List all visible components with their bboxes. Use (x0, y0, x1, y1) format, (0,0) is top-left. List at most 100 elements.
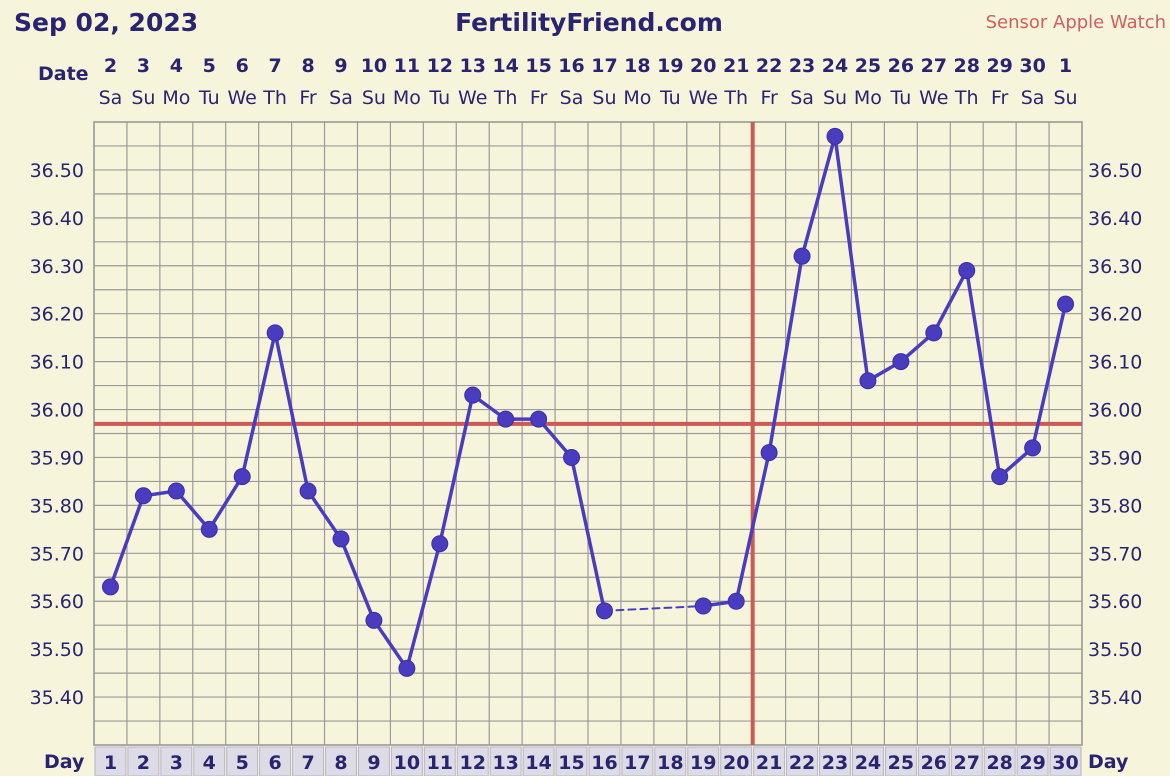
series-gap-segment (603, 605, 705, 612)
data-point (892, 353, 910, 371)
day-cell (390, 746, 423, 776)
date-label: 25 (855, 55, 881, 77)
weekday-label: Su (131, 87, 155, 109)
day-label: 30 (1052, 752, 1078, 774)
day-label: 3 (170, 752, 183, 774)
date-label: 27 (921, 55, 947, 77)
date-label: 28 (954, 55, 980, 77)
data-point (760, 444, 778, 462)
data-point (266, 324, 284, 342)
date-label: 16 (558, 55, 584, 77)
weekday-label: Sa (329, 87, 353, 109)
day-row-label-right: Day (1088, 751, 1129, 773)
day-label: 25 (888, 752, 914, 774)
y-tick-label-right: 35.60 (1088, 591, 1142, 613)
data-point (464, 386, 482, 404)
day-cell (94, 746, 127, 776)
day-label: 24 (855, 752, 881, 774)
date-label: 4 (170, 55, 183, 77)
day-cell (1016, 746, 1049, 776)
series-segment (1030, 302, 1068, 450)
weekday-label: Fr (760, 87, 778, 109)
day-label: 13 (492, 752, 518, 774)
day-label: 20 (723, 752, 749, 774)
site-name: FertilityFriend.com (455, 8, 723, 37)
y-tick-label-left: 35.80 (30, 495, 84, 517)
weekday-label: Sa (560, 87, 584, 109)
data-point (101, 578, 119, 596)
data-point (134, 487, 152, 505)
weekday-label: Th (493, 87, 518, 109)
date-label: 3 (137, 55, 150, 77)
weekday-label: Sa (99, 87, 123, 109)
y-tick-label-left: 36.30 (30, 256, 84, 278)
series-segment (108, 494, 146, 589)
day-label: 7 (301, 752, 314, 774)
series-segment (240, 331, 277, 479)
y-tick-label-right: 36.30 (1088, 256, 1142, 278)
data-point (1057, 295, 1075, 313)
day-cell (917, 746, 950, 776)
day-label: 22 (789, 752, 815, 774)
day-label: 12 (460, 752, 486, 774)
data-point (497, 410, 515, 428)
day-label: 26 (921, 752, 947, 774)
day-cell (325, 746, 357, 776)
day-cell (720, 746, 753, 776)
y-tick-label-right: 36.40 (1088, 208, 1142, 230)
y-tick-label-left: 35.70 (30, 543, 84, 565)
weekday-label: Tu (659, 87, 681, 109)
temperature-series (94, 122, 1082, 745)
y-tick-label-left: 36.20 (30, 304, 84, 326)
day-cell (654, 746, 687, 776)
data-point (530, 410, 548, 428)
series-segment (273, 331, 310, 493)
weekday-label: Mo (393, 87, 421, 109)
day-label: 29 (1019, 752, 1045, 774)
weekday-label: Mo (623, 87, 651, 109)
data-point (365, 611, 383, 629)
day-cell (1049, 746, 1082, 776)
day-label: 19 (690, 752, 716, 774)
day-cell (786, 746, 819, 776)
chart-date: Sep 02, 2023 (14, 8, 198, 37)
y-tick-label-left: 35.40 (30, 687, 84, 709)
day-cell (851, 746, 884, 776)
plot-frame (93, 121, 1083, 746)
series-segment (833, 134, 870, 383)
day-label: 8 (334, 752, 347, 774)
weekday-label: Fr (299, 87, 317, 109)
series-segment (767, 254, 804, 455)
data-point (859, 372, 877, 390)
y-tick-label-right: 36.20 (1088, 304, 1142, 326)
day-label: 11 (427, 752, 453, 774)
weekday-label: We (919, 87, 948, 109)
series-segment (734, 450, 771, 603)
data-point (332, 530, 350, 548)
weekday-label: Mo (162, 87, 190, 109)
axis-labels: 35.40 35.40 35.50 35.50 35.60 35.60 35.70 35.70… (30, 55, 1142, 776)
data-point (431, 535, 449, 553)
y-tick-label-right: 36.10 (1088, 352, 1142, 374)
y-tick-label-left: 35.50 (30, 639, 84, 661)
date-label: 22 (756, 55, 782, 77)
day-cell (423, 746, 456, 776)
date-label: 14 (492, 55, 518, 77)
day-cell (226, 746, 259, 776)
weekday-label: Tu (889, 87, 911, 109)
data-point (398, 659, 416, 677)
series-segment (306, 489, 343, 541)
data-point (925, 324, 943, 342)
date-label: 9 (334, 55, 347, 77)
weekday-label: Th (723, 87, 748, 109)
grid (93, 121, 1083, 746)
date-label: 24 (822, 55, 848, 77)
series-segment (964, 268, 1002, 479)
day-label: 10 (394, 752, 420, 774)
day-label: 15 (558, 752, 584, 774)
weekday-label: Su (362, 87, 386, 109)
date-label: 23 (789, 55, 815, 77)
day-label: 18 (657, 752, 683, 774)
day-cell (160, 746, 193, 776)
